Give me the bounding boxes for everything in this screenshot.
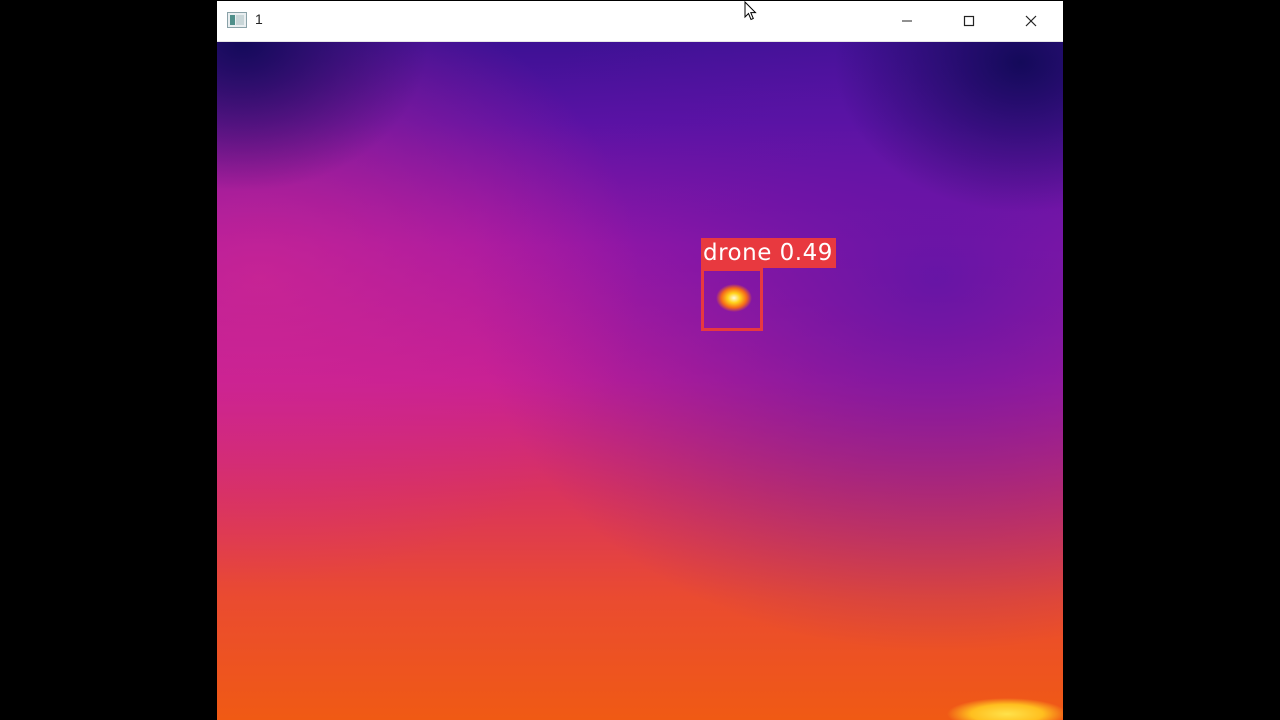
app-window-icon: [227, 12, 247, 28]
minimize-button[interactable]: [876, 1, 938, 41]
detection-bounding-box: [701, 268, 763, 331]
mouse-cursor-icon: [744, 1, 757, 21]
drone-heat-signature: [716, 284, 752, 312]
window-title: 1: [255, 11, 263, 27]
close-button[interactable]: [1000, 1, 1062, 41]
opencv-window: 1: [217, 1, 1063, 720]
detection-label: drone 0.49: [701, 238, 836, 268]
title-bar[interactable]: 1: [217, 1, 1063, 42]
image-view[interactable]: drone 0.49: [217, 42, 1063, 720]
maximize-icon: [963, 15, 975, 27]
ground-heat-patch: [947, 698, 1063, 720]
maximize-button[interactable]: [938, 1, 1000, 41]
close-icon: [1025, 15, 1037, 27]
thermal-image: [217, 42, 1063, 720]
minimize-icon: [902, 20, 912, 22]
